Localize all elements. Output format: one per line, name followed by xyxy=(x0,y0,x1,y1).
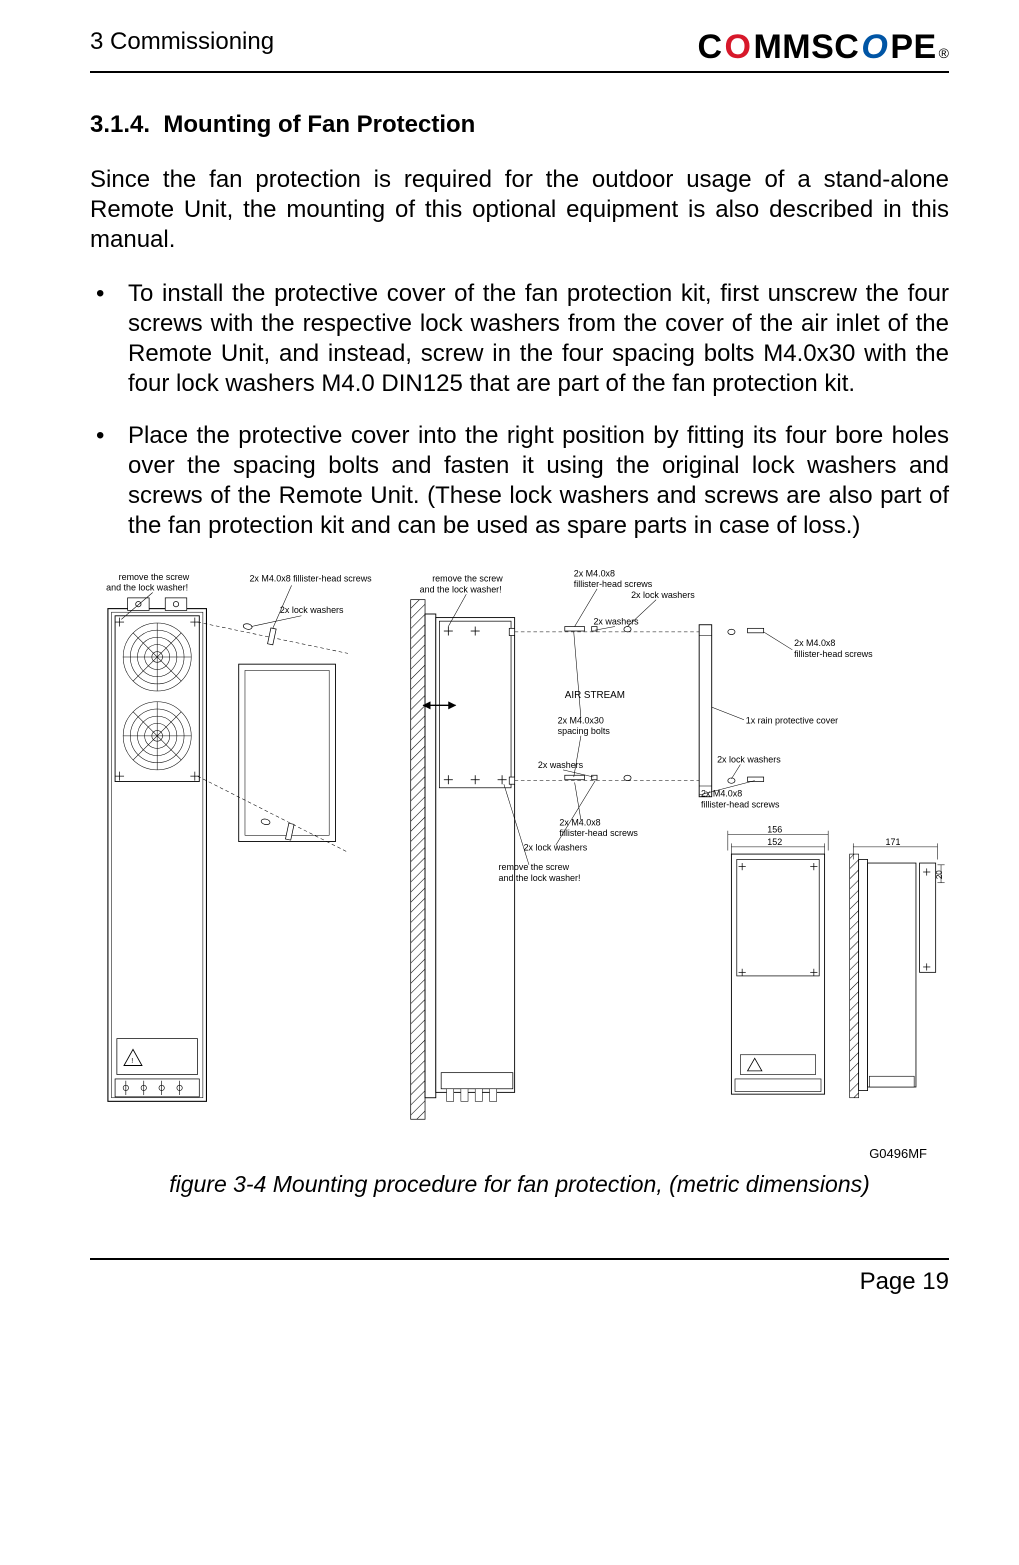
label-washers-top: 2x washers xyxy=(593,617,639,627)
bullet-list: To install the protective cover of the f… xyxy=(90,279,949,541)
label-fillister-r2: fillister-head screws xyxy=(701,800,780,810)
brand-c: C xyxy=(697,28,722,67)
figure-code: G0496MF xyxy=(90,1146,927,1161)
label-remove-screw-left: remove the screw xyxy=(119,572,190,582)
list-item: To install the protective cover of the f… xyxy=(90,279,949,399)
chapter-title: 3 Commissioning xyxy=(90,28,274,56)
brand-reg: ® xyxy=(939,45,949,61)
label-m40x8-bot: 2x M4.0x8 xyxy=(559,817,600,827)
label-fillister-top: fillister-head screws xyxy=(574,579,653,589)
label-lockwashers-bot: 2x lock washers xyxy=(524,843,588,853)
figure-caption: figure 3-4 Mounting procedure for fan pr… xyxy=(90,1171,949,1198)
label-lock-washer-left: and the lock washer! xyxy=(106,583,188,593)
label-m40x8-r2: 2x M4.0x8 xyxy=(701,789,742,799)
list-item: Place the protective cover into the righ… xyxy=(90,421,949,541)
brand-logo: COMMSCOPE® xyxy=(697,28,949,67)
label-fillister-r1: fillister-head screws xyxy=(794,649,873,659)
intro-paragraph: Since the fan protection is required for… xyxy=(90,165,949,255)
label-m40x8-top: 2x M4.0x8 xyxy=(574,568,615,578)
dim-171: 171 xyxy=(886,837,901,847)
label-spacing-bolts: spacing bolts xyxy=(558,726,611,736)
label-rain-cover: 1x rain protective cover xyxy=(746,715,838,725)
brand-pe: PE xyxy=(890,28,936,67)
section-number: 3.1.4. xyxy=(90,111,150,138)
label-lockwashers-left: 2x lock washers xyxy=(280,605,344,615)
middle-assembly xyxy=(411,600,515,1120)
left-exploded-cover xyxy=(198,622,349,852)
label-lockwasher-bot: and the lock washer! xyxy=(499,873,581,883)
page-footer: Page 19 xyxy=(90,1258,949,1296)
label-m40x8-r1: 2x M4.0x8 xyxy=(794,638,835,648)
label-air-stream: AIR STREAM xyxy=(565,690,625,701)
dim-20: 20 xyxy=(935,870,944,879)
section-heading: 3.1.4. Mounting of Fan Protection xyxy=(90,111,949,139)
label-lockwashers-top: 2x lock washers xyxy=(631,590,695,600)
label-remove-bot: remove the screw xyxy=(499,862,570,872)
label-washers-bot: 2x washers xyxy=(538,760,584,770)
label-remove-mid: remove the screw xyxy=(432,574,503,584)
brand-o-red: O xyxy=(725,28,752,67)
page-number: Page 19 xyxy=(860,1268,949,1295)
label-fillister-bot: fillister-head screws xyxy=(559,828,638,838)
technical-diagram: ! xyxy=(90,563,949,1138)
label-m40x8-left: 2x M4.0x8 fillister-head screws xyxy=(249,574,372,584)
right-side-view: 171 20 xyxy=(850,837,945,1098)
label-lockwashers-r2: 2x lock washers xyxy=(717,755,781,765)
brand-mmsc: MMSC xyxy=(753,28,859,67)
brand-o-blue: O xyxy=(861,28,888,67)
section-title: Mounting of Fan Protection xyxy=(163,111,475,138)
rain-cover-side xyxy=(515,625,764,797)
page-header: 3 Commissioning COMMSCOPE® xyxy=(90,28,949,73)
left-assembly: ! xyxy=(108,598,207,1101)
dim-152: 152 xyxy=(767,837,782,847)
label-lockwasher-mid: and the lock washer! xyxy=(420,585,502,595)
dim-156: 156 xyxy=(767,825,782,835)
right-front-view: 156 152 xyxy=(728,825,828,1095)
svg-text:!: ! xyxy=(131,1057,133,1065)
